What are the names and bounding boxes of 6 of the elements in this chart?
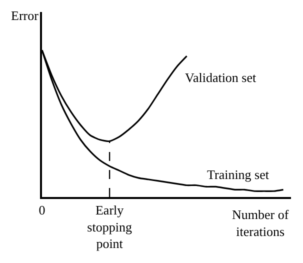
x-tick-label: 0 [38,202,46,218]
y-axis-title: Error [11,8,40,23]
series-label: Training set [207,167,270,182]
x-tick-label: Early stopping point [87,202,132,252]
x-axis-title: Number of iterations [232,207,290,239]
series-label: Validation set [185,70,257,85]
